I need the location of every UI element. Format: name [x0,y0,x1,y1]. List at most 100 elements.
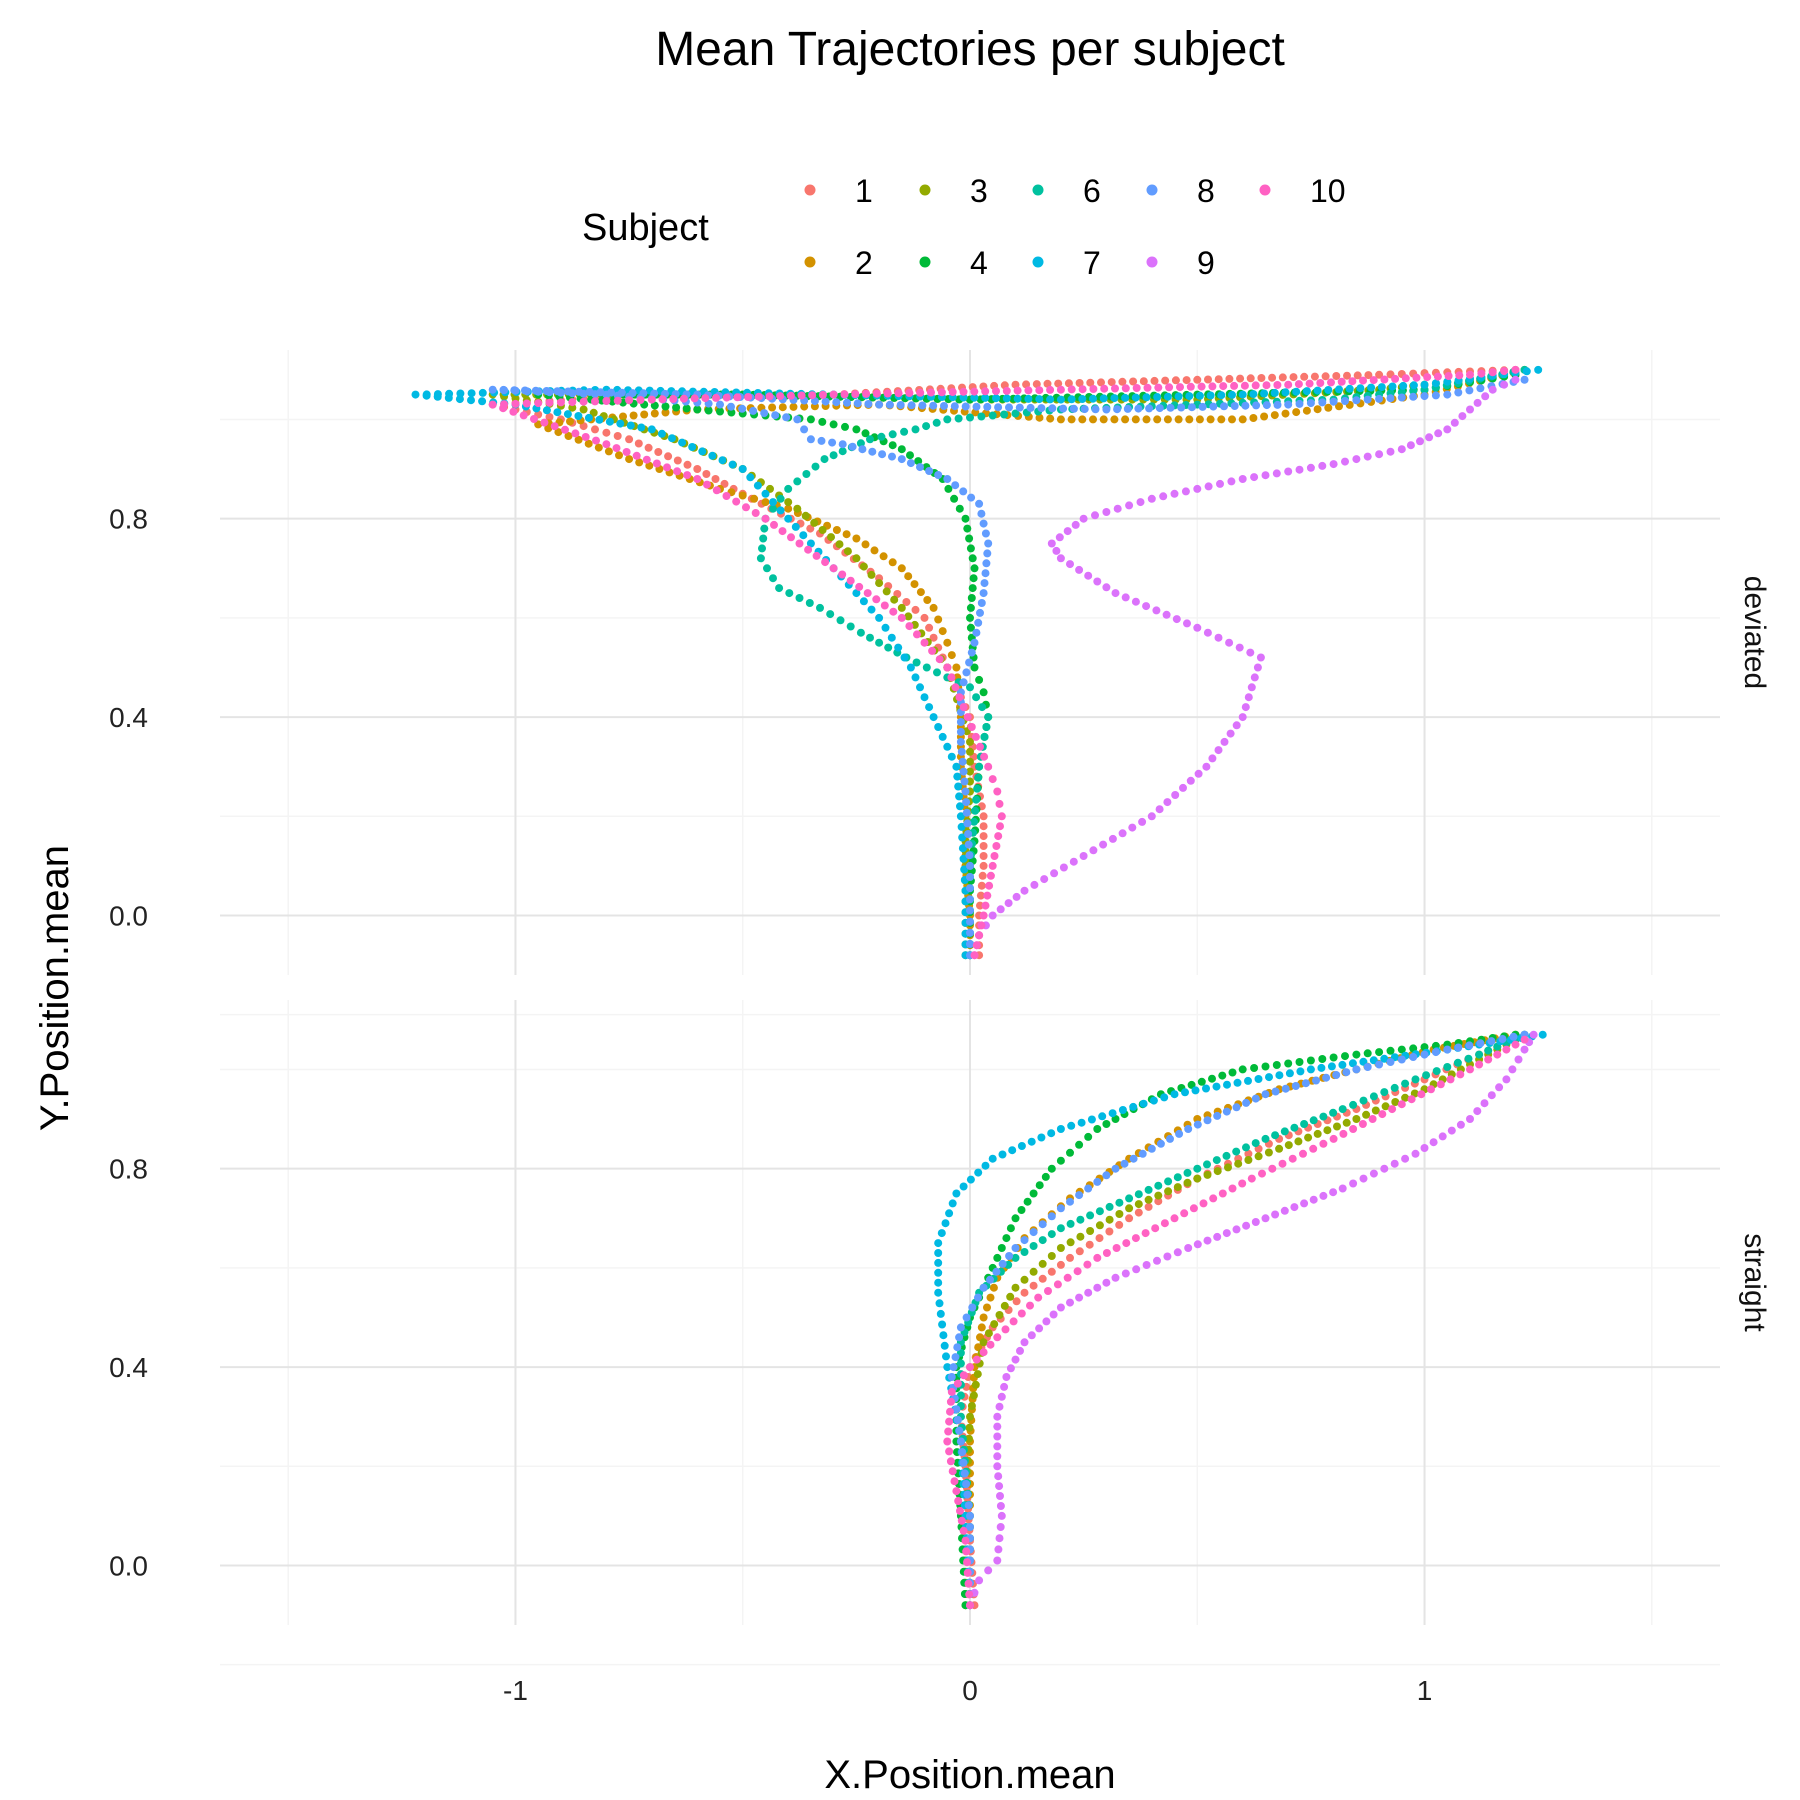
data-point [1037,1133,1046,1142]
data-point [966,917,974,926]
data-point [1391,374,1400,383]
data-point [947,1387,956,1396]
data-point [1165,383,1174,392]
data-point [1125,1194,1134,1203]
data-point [986,1340,995,1349]
data-point [1431,379,1440,388]
data-point [998,1150,1007,1159]
x-tick-label: -1 [503,1675,528,1706]
data-point [934,1258,943,1267]
data-point [1226,729,1235,738]
data-point [968,554,977,563]
data-point [1035,395,1044,404]
data-point [673,456,682,465]
data-point [977,1323,986,1332]
data-point [1456,1070,1465,1079]
data-point [1220,402,1228,411]
data-point [602,428,611,437]
data-point [1241,401,1250,410]
data-point [958,1448,967,1457]
data-point [934,1239,943,1248]
data-point [1348,1059,1357,1068]
data-point [905,389,914,397]
data-point [1313,1129,1322,1138]
data-point [1352,1050,1361,1059]
data-point [761,498,770,507]
data-point [957,1516,966,1525]
data-point [1375,1060,1384,1069]
data-point [939,1331,948,1340]
data-point [986,1293,995,1302]
data-point [985,881,994,890]
data-point [884,643,893,652]
data-point [979,589,988,598]
data-point [979,1313,988,1322]
data-point [1067,385,1076,394]
legend-label-4: 4 [970,245,988,281]
data-point [967,1402,976,1410]
data-point [1319,1191,1328,1200]
data-point [953,1416,962,1424]
data-point [900,653,909,662]
data-point [1035,413,1044,422]
data-point [925,703,934,712]
data-point [981,901,990,910]
data-point [769,574,777,583]
data-point [1466,1065,1474,1074]
data-point [1466,405,1474,414]
data-point [983,402,992,411]
data-point [1002,386,1011,395]
data-point [1095,1221,1104,1230]
data-point [1095,1234,1104,1243]
data-point [1227,477,1236,486]
data-point [795,539,804,548]
grid-straight [220,1000,1720,1666]
data-point [1128,823,1137,832]
data-point [1023,1197,1032,1206]
data-point [887,633,896,642]
series-straight-9 [966,1030,1538,1610]
series-deviated-8 [488,375,1529,960]
data-point [966,940,974,948]
data-point [927,388,935,397]
data-point [645,461,654,470]
data-point [965,1434,973,1443]
data-point [1272,469,1281,478]
data-point [965,534,974,543]
data-point [581,433,590,441]
data-point [1093,1177,1102,1186]
data-point [962,1480,971,1488]
data-point [960,777,969,786]
strip-label-deviated: deviated [1738,576,1771,689]
data-point [553,387,562,396]
data-point [1498,1035,1507,1043]
data-point [673,467,682,476]
data-point [750,494,759,503]
data-point [693,475,702,483]
data-point [775,584,784,593]
data-point [984,539,993,548]
data-point [937,388,946,397]
data-point [1147,494,1156,503]
data-point [534,420,543,429]
data-point [1195,415,1204,424]
data-point [888,452,896,461]
data-point [993,1452,1002,1461]
data-point [852,589,861,598]
data-point [1321,372,1330,381]
data-point [1134,1200,1143,1209]
data-point [1155,404,1164,413]
data-point [556,398,565,407]
data-point [422,390,431,399]
data-point [959,393,968,402]
data-point [841,422,849,431]
data-point [1488,368,1497,377]
data-point [1212,1082,1221,1091]
data-point [1153,415,1162,424]
series-straight-6 [956,1030,1529,1610]
data-point [947,752,956,761]
data-point [749,406,758,415]
data-point [872,389,881,398]
data-point [712,393,720,402]
data-point [1029,1242,1038,1250]
